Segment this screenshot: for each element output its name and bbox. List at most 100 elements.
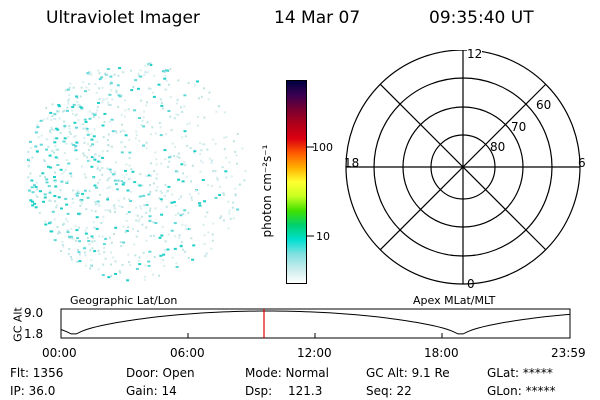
uv-pixel xyxy=(224,170,228,173)
time-tick-label: 12:00 xyxy=(297,346,332,360)
uv-pixel xyxy=(56,232,59,235)
ip-value: IP: 36.0 xyxy=(10,384,56,398)
uv-image-pixels xyxy=(27,62,247,282)
uv-pixel xyxy=(66,106,69,109)
uv-pixel xyxy=(130,89,134,92)
uv-pixel xyxy=(141,223,144,226)
uv-pixel xyxy=(210,247,213,250)
uv-pixel xyxy=(103,112,107,115)
uv-pixel xyxy=(225,176,227,179)
altitude-tick-min: 1.8 xyxy=(24,327,44,341)
uv-pixel xyxy=(158,274,160,277)
uv-pixel xyxy=(164,240,167,243)
uv-pixel xyxy=(69,133,72,135)
uv-pixel xyxy=(188,122,191,125)
uv-pixel xyxy=(137,72,140,75)
uv-pixel xyxy=(173,247,177,250)
uv-pixel xyxy=(200,95,203,98)
uv-pixel xyxy=(39,143,43,146)
uv-pixel xyxy=(182,248,184,251)
uv-pixel xyxy=(77,106,80,109)
uv-pixel xyxy=(74,192,77,195)
uv-pixel xyxy=(152,221,155,224)
uv-pixel xyxy=(158,236,162,239)
uv-pixel xyxy=(74,145,78,147)
uv-pixel xyxy=(77,249,79,251)
uv-pixel xyxy=(163,249,166,252)
mode-status: Mode: Normal xyxy=(245,366,329,380)
uv-pixel xyxy=(126,279,130,282)
uv-pixel xyxy=(114,211,116,213)
uv-pixel xyxy=(170,129,173,132)
uv-pixel xyxy=(86,133,90,136)
uv-pixel xyxy=(93,184,97,187)
uv-pixel xyxy=(163,265,166,268)
uv-pixel xyxy=(201,161,204,164)
uv-pixel xyxy=(89,265,92,268)
uv-pixel xyxy=(177,113,180,116)
gain-value: Gain: 14 xyxy=(126,384,177,398)
uv-pixel xyxy=(134,254,137,257)
uv-pixel xyxy=(102,243,106,246)
uv-pixel xyxy=(55,137,59,140)
uv-pixel xyxy=(186,123,189,126)
uv-pixel xyxy=(39,190,42,193)
uv-pixel xyxy=(132,86,135,88)
uv-pixel xyxy=(114,226,118,229)
uv-pixel xyxy=(49,111,53,114)
uv-pixel xyxy=(142,116,145,119)
uv-pixel xyxy=(184,135,187,138)
uv-pixel xyxy=(72,189,75,192)
uv-pixel xyxy=(159,134,163,137)
uv-pixel xyxy=(64,152,66,155)
uv-pixel xyxy=(207,231,210,234)
uv-pixel xyxy=(52,151,55,154)
uv-pixel xyxy=(63,170,65,173)
uv-pixel xyxy=(194,189,197,192)
uv-pixel xyxy=(84,229,87,232)
uv-pixel xyxy=(77,119,80,122)
uv-pixel xyxy=(64,168,67,171)
uv-pixel xyxy=(62,245,65,248)
uv-pixel xyxy=(234,193,237,196)
sequence-number: Seq: 22 xyxy=(366,384,412,398)
uv-pixel xyxy=(74,146,77,149)
uv-pixel xyxy=(116,188,119,191)
uv-pixel xyxy=(88,70,91,73)
uv-pixel xyxy=(167,156,171,159)
uv-pixel xyxy=(65,203,69,206)
uv-pixel xyxy=(182,212,185,215)
uv-pixel xyxy=(143,73,146,76)
uv-pixel xyxy=(123,130,126,133)
uv-pixel xyxy=(234,194,237,197)
uv-pixel xyxy=(106,187,109,190)
uv-pixel xyxy=(211,138,214,141)
uv-pixel xyxy=(54,180,57,183)
uv-pixel xyxy=(97,166,100,169)
uv-pixel xyxy=(223,193,226,196)
uv-pixel xyxy=(125,173,128,176)
uv-pixel xyxy=(48,154,52,157)
uv-pixel xyxy=(196,115,199,118)
uv-pixel xyxy=(127,261,130,264)
uv-pixel xyxy=(71,106,75,108)
uv-pixel xyxy=(128,178,130,181)
uv-pixel xyxy=(94,200,97,203)
uv-pixel xyxy=(119,180,122,182)
uv-pixel xyxy=(36,188,39,191)
uv-pixel xyxy=(199,170,202,173)
uv-pixel xyxy=(208,91,211,94)
uv-pixel xyxy=(88,243,91,245)
uv-pixel xyxy=(78,240,82,243)
uv-pixel xyxy=(38,211,41,214)
altitude-curve xyxy=(60,310,571,335)
uv-pixel xyxy=(106,179,109,182)
uv-pixel xyxy=(66,231,70,234)
uv-pixel xyxy=(97,69,100,72)
uv-pixel xyxy=(177,79,180,82)
uv-pixel xyxy=(132,228,134,231)
uv-pixel xyxy=(68,131,71,133)
uv-pixel xyxy=(130,168,133,171)
uv-pixel xyxy=(149,207,152,210)
uv-pixel xyxy=(184,164,187,167)
